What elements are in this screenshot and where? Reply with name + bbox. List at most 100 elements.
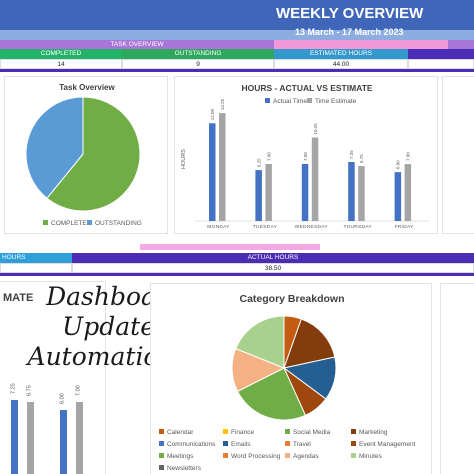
- legend-estimate-label: Time Estimate: [315, 98, 357, 105]
- bar-friday-actual: [394, 172, 402, 221]
- purple-header-cell: [448, 40, 474, 49]
- pink-header-cell: [274, 40, 448, 49]
- page-title: WEEKLY OVERVIEW: [276, 5, 424, 22]
- actual-hours-value: 38.50: [72, 263, 474, 273]
- category-legend-communications: Communications: [159, 441, 215, 448]
- x-tick-tuesday: TUESDAY: [253, 224, 278, 230]
- category-legend-label: Communications: [167, 441, 216, 448]
- category-legend-label: Emails: [231, 441, 251, 448]
- category-legend-emails: Emails: [223, 441, 251, 448]
- x-tick-monday: MONDAY: [207, 224, 230, 230]
- category-legend-calendar: Calendar: [159, 429, 193, 436]
- category-legend-label: Social Media: [293, 429, 331, 436]
- category-legend-social-media: Social Media: [285, 429, 330, 436]
- bar-tuesday-actual: [255, 170, 262, 221]
- header-underline: [0, 69, 474, 72]
- date-bar: [0, 30, 474, 40]
- lower-bar-1: [11, 400, 18, 474]
- category-legend-label: Agendas: [293, 453, 319, 460]
- pie-slice-completed: [46, 96, 141, 212]
- category-legend-meetings: Meetings: [159, 453, 193, 460]
- y-axis-label: HOURS: [181, 149, 187, 169]
- hours-value-cell: [0, 263, 72, 273]
- partial-right-panel: [442, 76, 474, 234]
- outstanding-value: 9: [122, 59, 274, 69]
- bar-label-thursday-estimate: 6.75: [359, 154, 364, 163]
- lower-bar-3: [60, 410, 67, 474]
- lower-bar-label-3: 6.00: [60, 393, 66, 404]
- bar-label-thursday-actual: 7.25: [349, 150, 354, 159]
- lower-bar-label-4: 7.00: [76, 385, 82, 396]
- bar-thursday-actual: [348, 161, 355, 221]
- category-legend-label: Calendar: [167, 429, 194, 436]
- task-overview-pie-panel: Task Overview COMPLETED OUTSTANDING: [4, 76, 168, 234]
- category-legend-label: Marketing: [359, 429, 388, 436]
- category-legend-swatch: [285, 453, 290, 458]
- legend-completed-label: COMPLETED: [51, 220, 92, 227]
- extra-value-cell: [408, 59, 474, 69]
- completed-header: COMPLETED: [0, 49, 122, 59]
- pie-slice-outstanding: [25, 96, 84, 199]
- legend-outstanding-label: OUTSTANDING: [95, 220, 142, 227]
- category-legend-label: Finance: [231, 429, 255, 436]
- legend-outstanding-swatch: [87, 220, 92, 225]
- bar-label-tuesday-estimate: 7.00: [266, 152, 271, 161]
- category-legend-swatch: [159, 429, 164, 434]
- bar-label-wednesday-estimate: 10.25: [313, 123, 318, 135]
- partial-right-lower-panel: [440, 283, 474, 474]
- category-legend-marketing: Marketing: [351, 429, 388, 436]
- pie-chart-title: Task Overview: [59, 83, 115, 92]
- category-legend-event-management: Event Management: [351, 441, 415, 448]
- category-legend-swatch: [223, 429, 228, 434]
- bar-thursday-estimate: [358, 166, 365, 221]
- extra-header-cell: [408, 49, 474, 59]
- category-legend-swatch: [285, 441, 290, 446]
- date-range: 13 March - 17 March 2023: [295, 27, 404, 37]
- bar-tuesday-estimate: [265, 164, 272, 221]
- actual-hours-header: ACTUAL HOURS: [72, 253, 474, 263]
- lower-bar-4: [76, 402, 83, 474]
- category-legend-swatch: [351, 429, 356, 434]
- estimated-hours-header: ESTIMATED HOURS: [274, 49, 408, 59]
- category-legend-swatch: [159, 465, 164, 470]
- category-legend-label: Meetings: [167, 453, 194, 460]
- category-legend-label: Newsletters: [167, 465, 201, 472]
- legend-actual-label: Actual Time: [273, 98, 307, 105]
- bar-label-friday-estimate: 7.00: [406, 152, 411, 161]
- x-tick-wednesday: WEDNESDAY: [295, 224, 329, 230]
- x-tick-thursday: THURSDAY: [343, 224, 372, 230]
- legend-actual-time: Actual Time: [265, 98, 307, 105]
- bar-monday-actual: [209, 123, 216, 221]
- legend-estimate-swatch: [307, 98, 312, 103]
- category-slice-minutes: [235, 315, 285, 369]
- category-slice-marketing: [283, 318, 336, 369]
- category-legend-travel: Travel: [285, 441, 311, 448]
- task-overview-header: TASK OVERVIEW: [0, 40, 274, 49]
- category-chart-title: Category Breakdown: [239, 293, 345, 305]
- category-legend-newsletters: Newsletters: [159, 465, 201, 472]
- legend-time-estimate: Time Estimate: [307, 98, 356, 105]
- bar-chart-title: HOURS - ACTUAL VS ESTIMATE: [241, 83, 373, 93]
- bar-label-friday-actual: 6.00: [396, 160, 401, 169]
- legend-completed: COMPLETED: [43, 220, 91, 227]
- bar-label-wednesday-actual: 7.00: [303, 152, 308, 161]
- estimated-hours-value: 44.00: [274, 59, 408, 69]
- category-legend-agendas: Agendas: [285, 453, 319, 460]
- category-legend-swatch: [223, 441, 228, 446]
- category-legend-label: Event Management: [359, 441, 416, 448]
- bar-wednesday-estimate: [311, 137, 319, 221]
- bar-label-tuesday-actual: 6.25: [256, 158, 261, 167]
- category-legend-minutes: Minutes: [351, 453, 382, 460]
- lower-left-chart-panel: MATE 7.25 6.75 6.00 7.00: [0, 281, 106, 474]
- title-banner: WEEKLY OVERVIEW: [0, 0, 474, 30]
- category-legend-swatch: [351, 441, 356, 446]
- outstanding-header: OUTSTANDING: [122, 49, 274, 59]
- bar-friday-estimate: [404, 164, 412, 221]
- category-breakdown-panel: Category Breakdown Calendar Finance Social…: [150, 283, 432, 474]
- category-legend-label: Word Processing: [231, 453, 281, 460]
- bar-wednesday-actual: [301, 164, 309, 221]
- legend-completed-swatch: [43, 220, 48, 225]
- category-pie: [231, 315, 337, 421]
- x-tick-friday: FRIDAY: [395, 224, 415, 230]
- category-legend-swatch: [159, 453, 164, 458]
